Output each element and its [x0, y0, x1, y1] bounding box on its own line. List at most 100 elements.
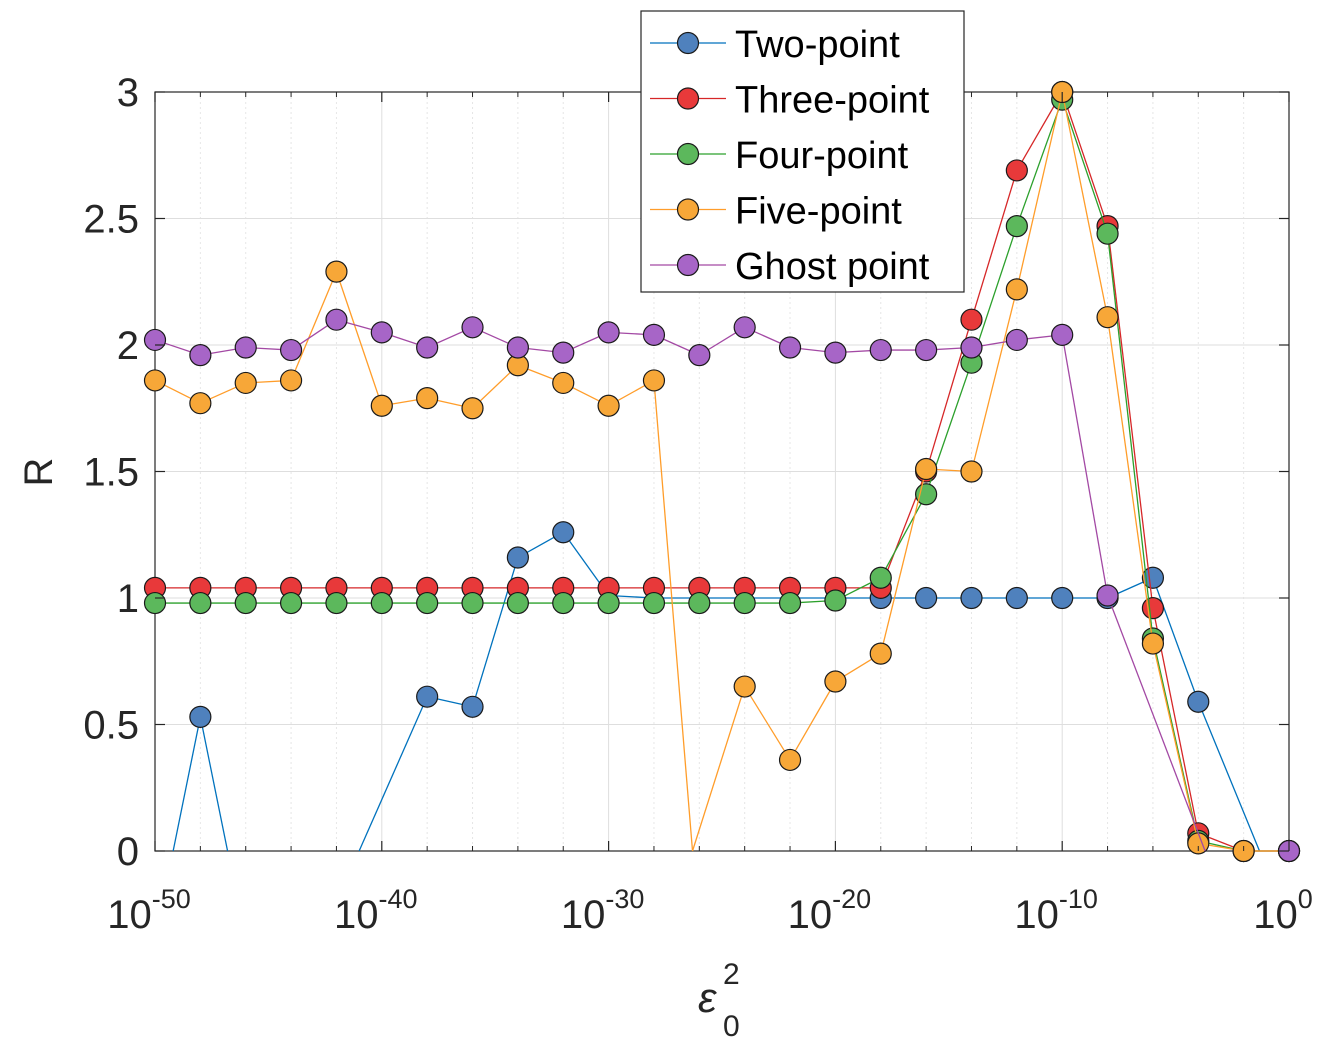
series-line-segment [1061, 334, 1109, 596]
data-point [824, 341, 847, 364]
x-tick-label: 10-30 [561, 884, 645, 937]
series-line-segment [653, 380, 694, 852]
data-point [416, 336, 439, 359]
legend-label: Five-point [735, 191, 902, 233]
data-point [189, 591, 212, 615]
data-point [1096, 306, 1119, 329]
data-point [960, 336, 983, 359]
legend-item-two-point: Two-point [650, 24, 900, 66]
series-ghost-point [143, 308, 1301, 863]
x-axis-label-base: ε [698, 974, 717, 1021]
data-point [642, 323, 666, 346]
x-tick-label: 10-50 [107, 884, 191, 937]
data-point [506, 546, 529, 569]
data-point [279, 591, 303, 615]
data-point [733, 675, 756, 698]
data-point [416, 685, 439, 708]
y-tick-label: 1.5 [83, 451, 139, 495]
data-point [552, 371, 575, 395]
data-point [461, 397, 484, 420]
series-line-segment [1106, 233, 1154, 639]
data-point [824, 589, 847, 612]
series-line-segment [1061, 91, 1109, 318]
series-line-segment [880, 493, 927, 579]
legend-item-five-point: Five-point [650, 191, 902, 233]
data-point [733, 591, 756, 615]
data-point [915, 457, 938, 481]
data-point [915, 338, 938, 362]
data-point [733, 316, 756, 339]
data-point [325, 591, 348, 615]
series-line-segment [199, 716, 229, 852]
legend-item-ghost-point: Ghost point [650, 246, 930, 288]
series-line-segment [172, 716, 201, 852]
data-point [461, 591, 484, 615]
data-point [370, 591, 393, 615]
series-line-segment [970, 170, 1018, 320]
data-point [597, 394, 620, 417]
series-line-segment [335, 271, 383, 406]
y-tick-label: 2 [117, 324, 139, 368]
data-point [778, 748, 802, 772]
legend-label: Four-point [735, 135, 909, 177]
data-point [1096, 584, 1119, 607]
data-point [960, 308, 983, 331]
legend-marker [676, 31, 700, 55]
data-point [189, 705, 212, 729]
x-tick-label: 100 [1253, 884, 1313, 937]
data-point [915, 586, 938, 610]
y-tick-label: 2.5 [83, 198, 139, 242]
data-point [234, 591, 257, 615]
data-point [1051, 586, 1074, 610]
data-point [869, 338, 892, 362]
data-point [778, 591, 802, 615]
series-line-segment [970, 289, 1018, 472]
data-point [325, 308, 348, 331]
series-line-segment [691, 686, 746, 852]
data-point [552, 521, 575, 544]
data-point [506, 591, 529, 615]
data-point [234, 336, 257, 359]
series-line-segment [1106, 317, 1154, 644]
legend-item-three-point: Three-point [650, 80, 930, 122]
series-line-segment [789, 681, 836, 761]
series-line-segment [880, 468, 927, 654]
x-axis-label-subscript: 0 [723, 1010, 740, 1042]
data-point [688, 591, 711, 615]
y-axis-label: R [17, 458, 61, 487]
series-line-segment [1197, 701, 1261, 852]
data-point [552, 591, 575, 615]
data-point [1141, 566, 1165, 589]
data-point [597, 591, 620, 615]
data-point [370, 321, 393, 344]
x-tick-label: 10-40 [334, 884, 418, 937]
x-tick-label: 10-20 [788, 884, 872, 937]
data-point [869, 642, 892, 665]
data-point [325, 260, 348, 283]
series-line-segment [290, 271, 338, 381]
series-line-segment [1152, 643, 1199, 844]
series-line-segment [1061, 91, 1109, 227]
data-point [1005, 159, 1028, 182]
y-tick-label: 3 [117, 71, 139, 115]
legend-label: Ghost point [735, 246, 930, 288]
x-axis-label: ε 2 0 [698, 958, 740, 1042]
data-point [143, 369, 167, 392]
data-point [642, 591, 666, 615]
data-point [1096, 222, 1119, 245]
data-point [143, 328, 167, 352]
series-two-point [172, 521, 1261, 852]
data-point [279, 338, 303, 362]
series-line-segment [358, 696, 428, 852]
series-five-point [143, 80, 1301, 863]
y-tick-label: 0 [117, 830, 139, 874]
data-point [461, 316, 484, 339]
legend: Two-point Three-point Four-point Five-point… [640, 10, 965, 293]
data-point [189, 392, 212, 415]
data-point [416, 591, 439, 615]
series-line-segment [1106, 226, 1154, 609]
legend-marker [676, 198, 700, 221]
legend-marker [676, 87, 700, 110]
series-line-segment [1106, 595, 1206, 852]
